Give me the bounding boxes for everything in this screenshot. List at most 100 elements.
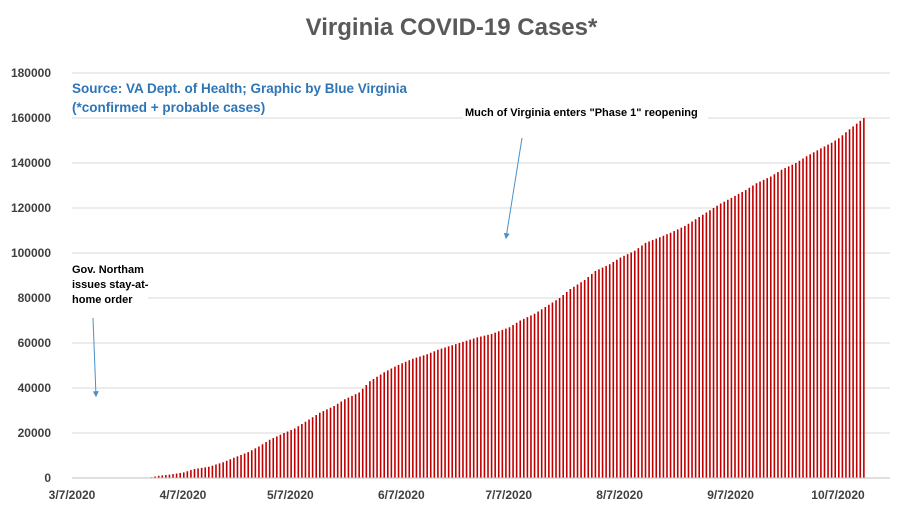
bar	[687, 223, 690, 478]
annotation-line: home order	[72, 294, 133, 306]
bar	[505, 328, 507, 478]
bar	[591, 274, 593, 478]
bar	[494, 332, 496, 478]
bar	[286, 431, 289, 478]
bar	[691, 221, 693, 478]
x-tick-label: 9/7/2020	[707, 488, 754, 502]
bar	[834, 140, 837, 478]
bar	[487, 334, 489, 478]
bar	[712, 208, 715, 478]
bar	[583, 280, 586, 478]
bar	[673, 231, 675, 478]
bar	[458, 343, 461, 478]
x-tick-label: 3/7/2020	[49, 488, 96, 502]
bar	[784, 168, 786, 478]
bar	[848, 129, 851, 478]
bar	[261, 444, 264, 478]
annotation-line: Much of Virginia enters "Phase 1" reopen…	[465, 107, 698, 119]
y-tick-label: 180000	[11, 66, 51, 80]
bar	[555, 300, 557, 478]
bar	[268, 439, 271, 478]
bar	[841, 135, 844, 478]
bar	[769, 176, 772, 478]
bar	[480, 336, 482, 478]
bar	[537, 311, 539, 478]
bar	[608, 264, 611, 478]
bar	[437, 349, 439, 478]
bar	[447, 346, 450, 478]
bar	[333, 406, 335, 478]
bar	[698, 217, 701, 478]
bar	[716, 205, 718, 478]
bar	[741, 191, 743, 478]
bar	[637, 248, 640, 478]
bar	[308, 419, 310, 478]
bar	[197, 468, 199, 478]
source-note: Source: VA Dept. of Health; Graphic by B…	[72, 79, 407, 117]
bar	[369, 381, 371, 478]
bar	[211, 465, 214, 478]
bars	[150, 118, 865, 478]
bar	[748, 187, 751, 478]
bar	[365, 385, 368, 478]
bar	[533, 313, 536, 478]
y-tick-label: 20000	[18, 426, 52, 440]
bar	[182, 472, 185, 478]
bar	[240, 454, 242, 478]
annotation-arrows	[92, 137, 523, 398]
bar	[598, 269, 600, 478]
bar	[336, 403, 339, 478]
bar	[730, 197, 733, 478]
bar	[619, 257, 622, 478]
bar	[633, 250, 636, 478]
bar	[401, 363, 403, 478]
bar	[669, 232, 672, 478]
bar	[229, 459, 232, 478]
bar	[655, 238, 658, 478]
bar	[290, 430, 292, 478]
bar	[666, 234, 668, 478]
bar	[852, 126, 854, 478]
bar	[455, 344, 457, 478]
bar	[390, 368, 393, 478]
bar	[601, 267, 604, 478]
bar	[569, 289, 572, 478]
x-tick-label: 7/7/2020	[485, 488, 532, 502]
x-tick-label: 6/7/2020	[378, 488, 425, 502]
bar	[179, 472, 181, 478]
bar	[361, 388, 364, 478]
bar	[215, 464, 217, 478]
bar	[165, 475, 167, 478]
bar	[526, 317, 529, 478]
bar	[311, 417, 314, 478]
phase1-annotation: Much of Virginia enters "Phase 1" reopen…	[463, 106, 708, 123]
bar	[172, 474, 174, 478]
bar	[318, 412, 321, 478]
bar	[623, 255, 625, 478]
bar	[798, 160, 801, 478]
bar	[705, 212, 708, 478]
bar	[440, 348, 443, 478]
bar	[823, 146, 826, 478]
bar	[476, 337, 479, 478]
x-tick-label: 5/7/2020	[267, 488, 314, 502]
bar	[795, 163, 797, 478]
x-tick-label: 10/7/2020	[811, 488, 865, 502]
bar	[791, 164, 794, 478]
bar	[222, 462, 224, 478]
bar	[161, 475, 164, 478]
axes: 0 20000 40000 60000 80000 100000 120000 140000 1…	[11, 66, 890, 502]
bar	[386, 370, 389, 478]
y-tick-label: 100000	[11, 246, 51, 260]
bar	[462, 341, 464, 478]
bar	[265, 442, 267, 478]
bar	[483, 335, 486, 478]
bar	[419, 356, 421, 478]
bar	[859, 120, 862, 478]
bar	[727, 199, 729, 478]
bar	[254, 448, 257, 478]
bar	[662, 235, 665, 478]
bar	[225, 460, 228, 478]
